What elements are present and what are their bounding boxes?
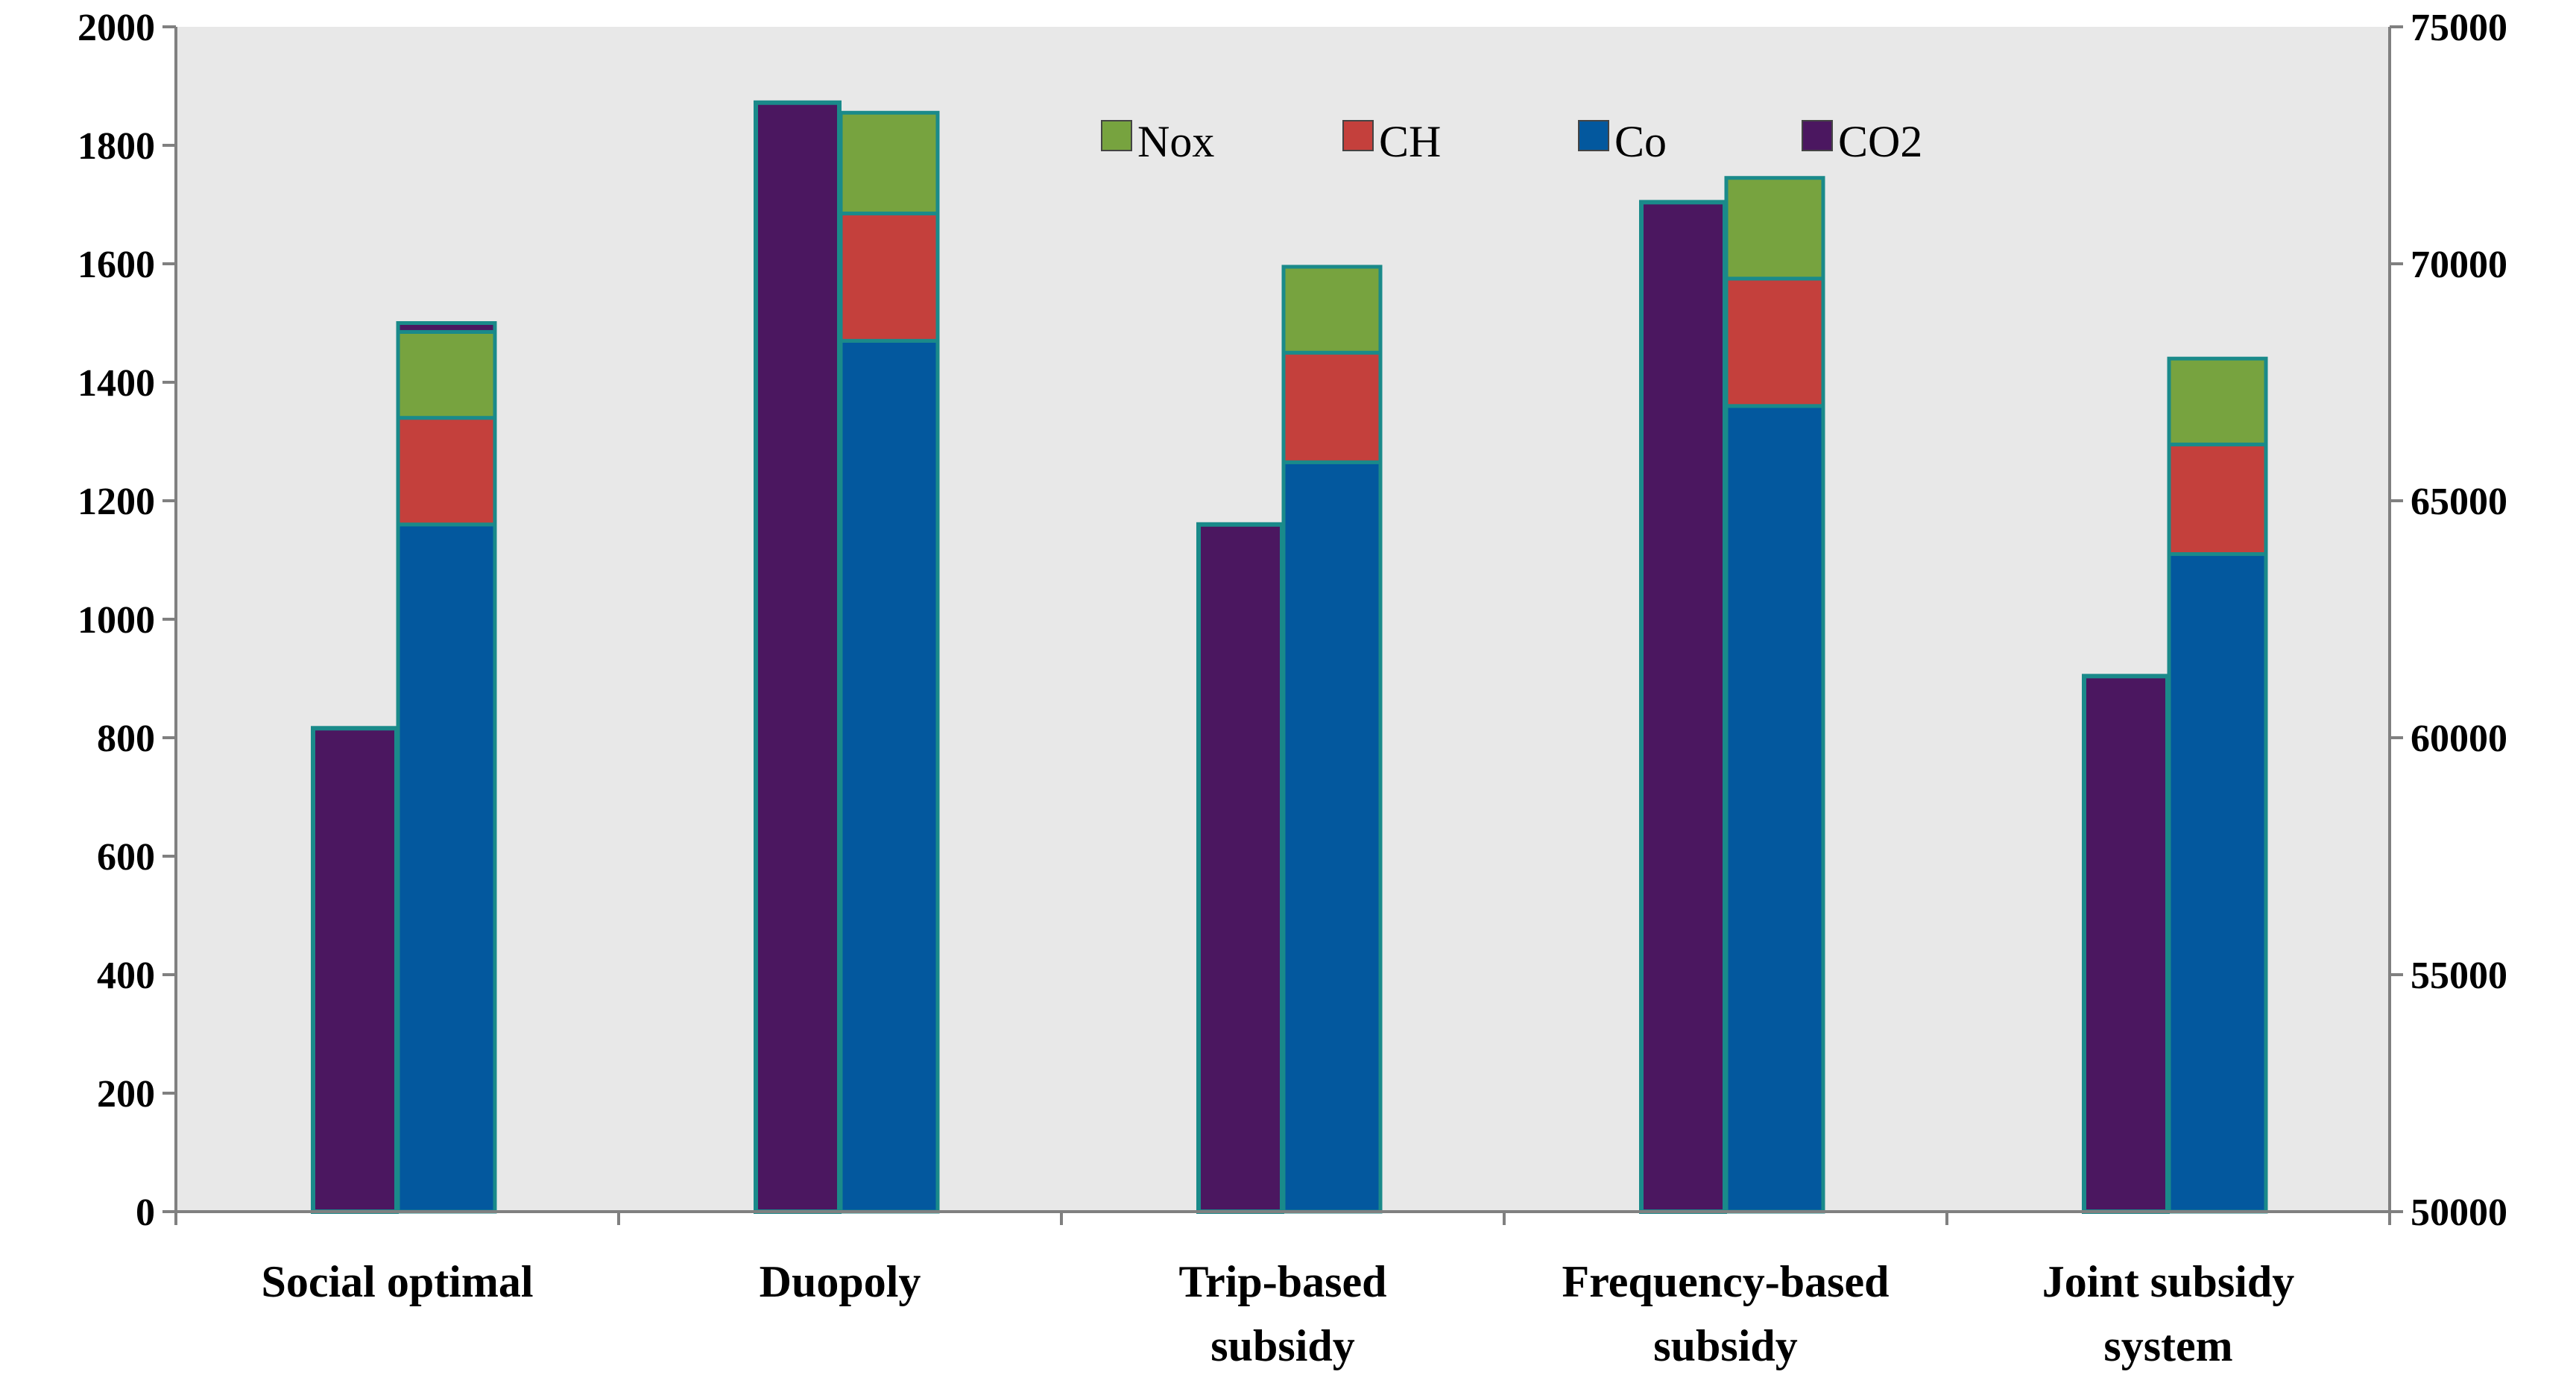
bar-co-1 bbox=[839, 338, 940, 1214]
bar-ch-0 bbox=[396, 416, 497, 527]
bar-co2-0 bbox=[311, 726, 399, 1214]
legend-label-co: Co bbox=[1614, 117, 1667, 166]
category-label-1: Duopoly bbox=[760, 1257, 921, 1306]
left-tick-label-0: 0 bbox=[136, 1192, 155, 1234]
bar-ch-2 bbox=[1281, 350, 1383, 464]
left-tick-label-3: 600 bbox=[97, 836, 155, 879]
left-tick-label-6: 1200 bbox=[78, 481, 155, 523]
bar-ch-1 bbox=[839, 211, 940, 343]
bar-co-4 bbox=[2167, 552, 2268, 1214]
left-tick-label-8: 1600 bbox=[78, 244, 155, 286]
right-tick-label-5: 75000 bbox=[2411, 7, 2507, 49]
right-tick-label-3: 65000 bbox=[2411, 481, 2507, 523]
bar-co-2 bbox=[1281, 460, 1383, 1214]
bar-co2-1 bbox=[754, 100, 842, 1214]
bars-layer bbox=[311, 100, 2268, 1215]
bar-nox-3 bbox=[1724, 176, 1825, 281]
bar-nox-4 bbox=[2167, 356, 2268, 446]
left-tick-label-5: 1000 bbox=[78, 599, 155, 642]
legend-swatch-co2 bbox=[1802, 120, 1833, 151]
bar-co2-top-0 bbox=[396, 321, 497, 334]
category-label-3: Frequency-based subsidy bbox=[1562, 1257, 1890, 1370]
category-label-2: Trip-based subsidy bbox=[1179, 1257, 1387, 1370]
left-tick-label-1: 200 bbox=[97, 1073, 155, 1116]
legend-swatch-ch bbox=[1342, 120, 1374, 151]
left-tick-label-4: 800 bbox=[97, 718, 155, 760]
left-tick-label-2: 400 bbox=[97, 955, 155, 997]
right-tick-label-2: 60000 bbox=[2411, 718, 2507, 760]
bar-nox-0 bbox=[396, 329, 497, 420]
right-tick-label-0: 50000 bbox=[2411, 1192, 2507, 1234]
axes-layer: Social optimal Duopoly Trip-based subsidy Fr… bbox=[78, 7, 2507, 1370]
bar-ch-4 bbox=[2167, 442, 2268, 557]
bar-co-3 bbox=[1724, 404, 1825, 1214]
legend-label-co2: CO2 bbox=[1838, 117, 1922, 166]
bar-co2-2 bbox=[1196, 522, 1284, 1214]
category-label-0: Social optimal bbox=[261, 1257, 533, 1306]
bar-ch-3 bbox=[1724, 276, 1825, 408]
legend-label-ch: CH bbox=[1379, 117, 1441, 166]
right-tick-label-4: 70000 bbox=[2411, 244, 2507, 286]
bar-co2-4 bbox=[2082, 674, 2170, 1214]
bar-co2-3 bbox=[1639, 200, 1727, 1215]
legend-swatch-nox bbox=[1101, 120, 1132, 151]
legend: Nox CH Co CO2 bbox=[1101, 117, 1922, 166]
category-label-4: Joint subsidy system bbox=[2042, 1257, 2295, 1370]
left-tick-label-10: 2000 bbox=[78, 7, 155, 49]
legend-label-nox: Nox bbox=[1137, 117, 1214, 166]
left-tick-label-7: 1400 bbox=[78, 362, 155, 405]
left-tick-label-9: 1800 bbox=[78, 125, 155, 168]
bar-nox-2 bbox=[1281, 265, 1383, 355]
right-tick-label-1: 55000 bbox=[2411, 955, 2507, 997]
bar-nox-1 bbox=[839, 110, 940, 215]
bar-co-0 bbox=[396, 522, 497, 1214]
legend-swatch-co bbox=[1578, 120, 1609, 151]
